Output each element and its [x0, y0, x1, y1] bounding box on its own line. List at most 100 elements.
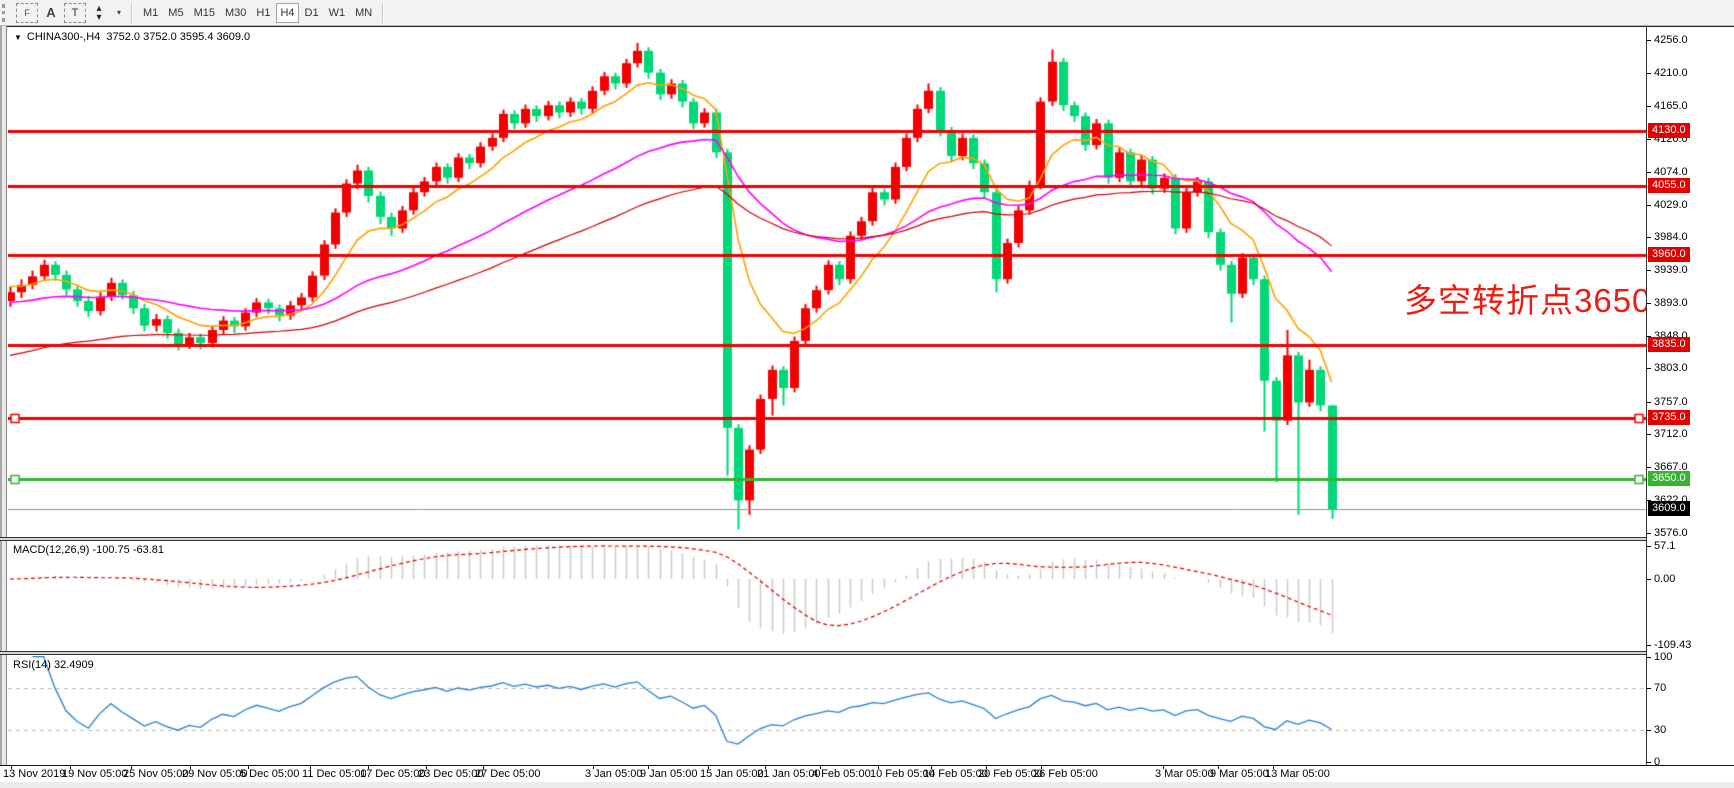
time-axis-tick-mark	[70, 765, 71, 769]
time-axis-tick-mark	[708, 765, 709, 769]
chart-ohlc-values: 3752.0 3752.0 3595.4 3609.0	[106, 31, 251, 43]
time-axis-label: 21 Jan 05:00	[757, 768, 821, 780]
rsi-axis-tick-mark	[1647, 688, 1651, 689]
timeframe-button-m15[interactable]: M15	[190, 3, 219, 23]
rsi-axis-tick-mark	[1647, 761, 1651, 763]
toolbar-grip-handle[interactable]	[2, 3, 15, 22]
arrow-objects-dropdown-button[interactable]: ▾	[112, 3, 125, 23]
time-axis-label: 5 Dec 05:00	[240, 768, 300, 780]
timeframe-button-m5[interactable]: M5	[164, 3, 187, 23]
time-axis-tick-mark	[1163, 765, 1164, 769]
time-axis-label: 3 Jan 05:00	[585, 768, 643, 780]
time-axis-tick-mark	[248, 765, 249, 769]
price-axis[interactable]	[1646, 27, 1734, 765]
time-axis-label: 13 Nov 2019	[3, 768, 66, 780]
time-axis-label: 23 Dec 05:00	[418, 768, 484, 780]
arrows-icon: ▴ ▾	[96, 2, 102, 23]
price-axis-tick-mark	[1647, 171, 1651, 173]
time-axis-label: 17 Dec 05:00	[360, 768, 426, 780]
timeframe-button-d1[interactable]: D1	[301, 3, 323, 23]
time-axis-label: 19 Nov 05:00	[62, 768, 128, 780]
time-axis-tick-mark	[765, 765, 766, 769]
time-axis-tick-mark	[820, 765, 821, 769]
time-axis-tick-mark	[483, 765, 484, 769]
timeframe-button-m30[interactable]: M30	[221, 3, 250, 23]
time-axis[interactable]	[0, 765, 1734, 782]
price-axis-tick-label: 3893.0	[1654, 297, 1688, 310]
window-left-border	[0, 26, 7, 788]
chart-annotation-text[interactable]: 多空转折点3650	[1404, 282, 1652, 319]
macd-indicator-pane[interactable]	[8, 541, 1646, 651]
time-axis-label: 29 Nov 05:00	[182, 768, 248, 780]
price-axis-tick-label: 3712.0	[1654, 428, 1688, 441]
timeframe-button-h1[interactable]: H1	[252, 3, 274, 23]
price-axis-tick-label: 4029.0	[1654, 198, 1688, 211]
macd-label: MACD(12,26,9) -100.75 -63.81	[13, 544, 165, 556]
level-price-tag: 3960.0	[1648, 246, 1690, 262]
main-price-chart[interactable]	[8, 27, 1646, 537]
chart-symbol-period: CHINA300-,H4	[26, 31, 101, 43]
macd-axis-tick-label: -109.43	[1654, 639, 1692, 651]
price-axis-tick-mark	[1647, 335, 1651, 337]
label-tool-button[interactable]: A	[40, 3, 62, 23]
time-axis-tick-mark	[1218, 765, 1219, 769]
level-price-tag: 3650.0	[1648, 471, 1690, 487]
pane-splitter-rsi[interactable]	[0, 651, 1734, 655]
freehand-tool-button[interactable]: F	[16, 2, 38, 23]
time-axis-label: 20 Feb 05:00	[978, 768, 1043, 780]
price-axis-tick-label: 3984.0	[1654, 231, 1688, 244]
rsi-axis-tick-label: 70	[1654, 682, 1667, 694]
macd-axis-tick-mark	[1647, 579, 1651, 580]
time-axis-label: 4 Feb 05:00	[812, 768, 871, 780]
time-axis-tick-mark	[426, 765, 427, 769]
timeframe-button-mn[interactable]: MN	[351, 3, 376, 23]
price-axis-tick-mark	[1647, 499, 1651, 501]
chevron-down-icon: ▾	[117, 8, 122, 17]
toolbar-separator	[131, 2, 134, 23]
price-axis-tick-label: 4256.0	[1654, 34, 1688, 46]
time-axis-tick-mark	[931, 765, 932, 769]
rsi-axis-tick-label: 0	[1654, 755, 1661, 768]
text-tool-button[interactable]: T	[64, 2, 86, 23]
price-axis-tick-label: 3576.0	[1654, 527, 1688, 539]
timeframe-button-w1[interactable]: W1	[325, 3, 350, 23]
time-axis-tick-mark	[11, 765, 12, 769]
time-axis-label: 25 Nov 05:00	[123, 768, 189, 780]
time-axis-label: 27 Dec 05:00	[475, 768, 541, 780]
price-axis-tick-label: 4074.0	[1654, 165, 1688, 178]
rsi-axis-tick-label: 100	[1654, 650, 1673, 663]
time-axis-tick-mark	[368, 765, 369, 769]
time-axis-label: 9 Jan 05:00	[640, 768, 698, 780]
price-axis-tick-mark	[1647, 73, 1651, 75]
price-axis-tick-mark	[1647, 269, 1651, 271]
price-axis-tick-label: 3939.0	[1654, 263, 1688, 276]
rsi-indicator-pane[interactable]	[8, 656, 1646, 764]
rsi-label: RSI(14) 32.4909	[13, 659, 94, 671]
current-price-tag: 3609.0	[1648, 501, 1690, 517]
price-axis-tick-mark	[1647, 138, 1651, 140]
timeframe-button-h4[interactable]: H4	[276, 2, 299, 23]
price-axis-tick-mark	[1647, 467, 1651, 469]
price-axis-tick-mark	[1647, 303, 1651, 305]
macd-axis-tick-mark	[1647, 546, 1651, 547]
chart-dropdown-icon[interactable]: ▼	[14, 33, 22, 42]
arrow-objects-button[interactable]: ▴ ▾	[88, 3, 110, 23]
macd-axis-tick-mark	[1647, 645, 1651, 646]
chart-title: ▼ CHINA300-,H4 3752.0 3752.0 3595.4 3609.…	[14, 31, 250, 43]
timeframe-button-group: M1 M5 M15 M30 H1 H4 D1 W1 MN	[138, 2, 377, 23]
price-axis-tick-mark	[1647, 401, 1651, 403]
time-axis-tick-mark	[878, 765, 879, 769]
pane-splitter-macd[interactable]	[0, 537, 1734, 541]
time-axis-tick-mark	[1041, 765, 1042, 769]
time-axis-tick-mark	[648, 765, 649, 769]
level-price-tag: 4055.0	[1648, 177, 1690, 193]
toolbar-separator	[382, 2, 385, 23]
price-axis-tick-mark	[1647, 237, 1651, 239]
time-axis-label: 10 Feb 05:00	[870, 768, 935, 780]
price-axis-tick-label: 3803.0	[1654, 362, 1688, 375]
time-axis-label: 3 Mar 05:00	[1155, 768, 1214, 780]
time-axis-tick-mark	[1273, 765, 1274, 769]
price-axis-tick-mark	[1647, 40, 1651, 41]
price-axis-tick-mark	[1647, 368, 1651, 370]
timeframe-button-m1[interactable]: M1	[139, 3, 162, 23]
